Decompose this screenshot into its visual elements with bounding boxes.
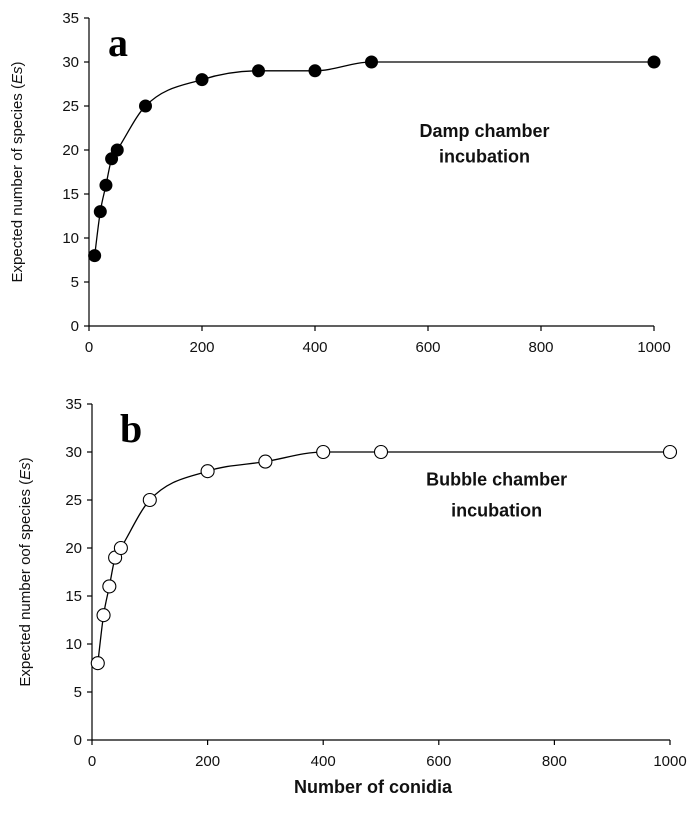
panel-b-data-point: [373, 444, 389, 460]
panel-b-y-tick-label: 35: [65, 396, 82, 413]
panel-a-y-tick-label: 35: [62, 10, 79, 27]
panel-a-letter: a: [108, 20, 128, 65]
panel-b-x-tick-label: 600: [426, 753, 451, 770]
panel-b-data-point: [316, 444, 331, 460]
panel-b-y-tick-label: 30: [65, 444, 82, 461]
panel-a-annotation-line: incubation: [439, 146, 530, 166]
panel-a-y-tick-label: 25: [62, 98, 79, 115]
panel-a-y-tick-label: 20: [62, 142, 79, 159]
panel-b-data-point: [102, 579, 117, 594]
panel-a-annotation-line: Damp chamber: [419, 121, 549, 141]
panel-b-y-tick-label: 5: [74, 684, 82, 701]
panel-a-data-point: [365, 55, 378, 69]
panel-a-y-axis-title: Expected number of species (Es): [9, 62, 26, 283]
panel-b-x-axis-title: Number of conidia: [294, 777, 453, 797]
panel-a-x-tick-label: 200: [189, 339, 214, 356]
panel-b-x-tick-label: 0: [88, 753, 96, 770]
panel-b-series-line: [97, 451, 670, 664]
panel-a-data-point: [99, 178, 113, 192]
panel-a-y-tick-label: 10: [62, 230, 79, 247]
panel-b-y-tick-label: 10: [65, 636, 82, 653]
panel-b-y-tick-label: 20: [65, 540, 82, 557]
panel-b-annotation-line: incubation: [451, 500, 542, 520]
panel-a-x-tick-label: 0: [85, 339, 93, 356]
panel-a-x-tick-label: 400: [302, 339, 327, 356]
panel-b-data-point: [90, 656, 105, 671]
panel-b-x-tick-label: 800: [542, 753, 567, 770]
panel-b-x-tick-label: 1000: [653, 753, 686, 770]
panel-a-data-point: [647, 55, 661, 69]
panel-a-x-tick-label: 1000: [637, 339, 670, 356]
panel-b-data-point: [142, 492, 157, 508]
panel-b-annotation-line: Bubble chamber: [426, 470, 567, 490]
panel-a-y-tick-label: 5: [71, 274, 79, 291]
panel-a-y-tick-label: 30: [62, 54, 79, 71]
panel-b-y-axis-title: Expected number oof species (Es): [17, 457, 34, 686]
panel-b-letter: b: [120, 406, 142, 451]
panel-a-y-tick-label: 15: [62, 186, 79, 203]
panel-b-x-tick-label: 400: [311, 753, 336, 770]
panel-a-data-point: [110, 143, 124, 157]
panel-a-x-tick-label: 800: [528, 339, 553, 356]
panel-a-series-line: [94, 61, 654, 256]
panel-a-data-point: [308, 64, 322, 78]
panel-a-x-tick-label: 600: [415, 339, 440, 356]
panel-a-data-point: [252, 64, 265, 78]
panel-a-data-point: [93, 205, 107, 219]
panel-a-data-point: [195, 73, 209, 87]
panel-a-y-tick-label: 0: [71, 318, 79, 335]
panel-b-data-point: [96, 608, 111, 623]
panel-b-y-tick-label: 25: [65, 492, 82, 509]
panel-b-data-point: [113, 540, 128, 556]
panel-b-data-point: [662, 444, 678, 460]
panel-b-data-point: [200, 464, 215, 479]
panel-b-data-point: [258, 454, 273, 469]
panel-a: 0 5 10 15 20 25 30 35 0 200 400 600 800 1000 Expected …: [9, 10, 671, 356]
panel-b-x-tick-label: 200: [195, 753, 220, 770]
panel-a-data-point: [88, 249, 102, 263]
panel-b-y-tick-label: 0: [74, 732, 82, 749]
panel-b-y-tick-label: 15: [65, 588, 82, 605]
panel-b: 0 5 10 15 20 25 30 35 0 200 400 600 800 1000 Expected …: [17, 396, 687, 797]
panel-a-data-point: [139, 99, 152, 113]
